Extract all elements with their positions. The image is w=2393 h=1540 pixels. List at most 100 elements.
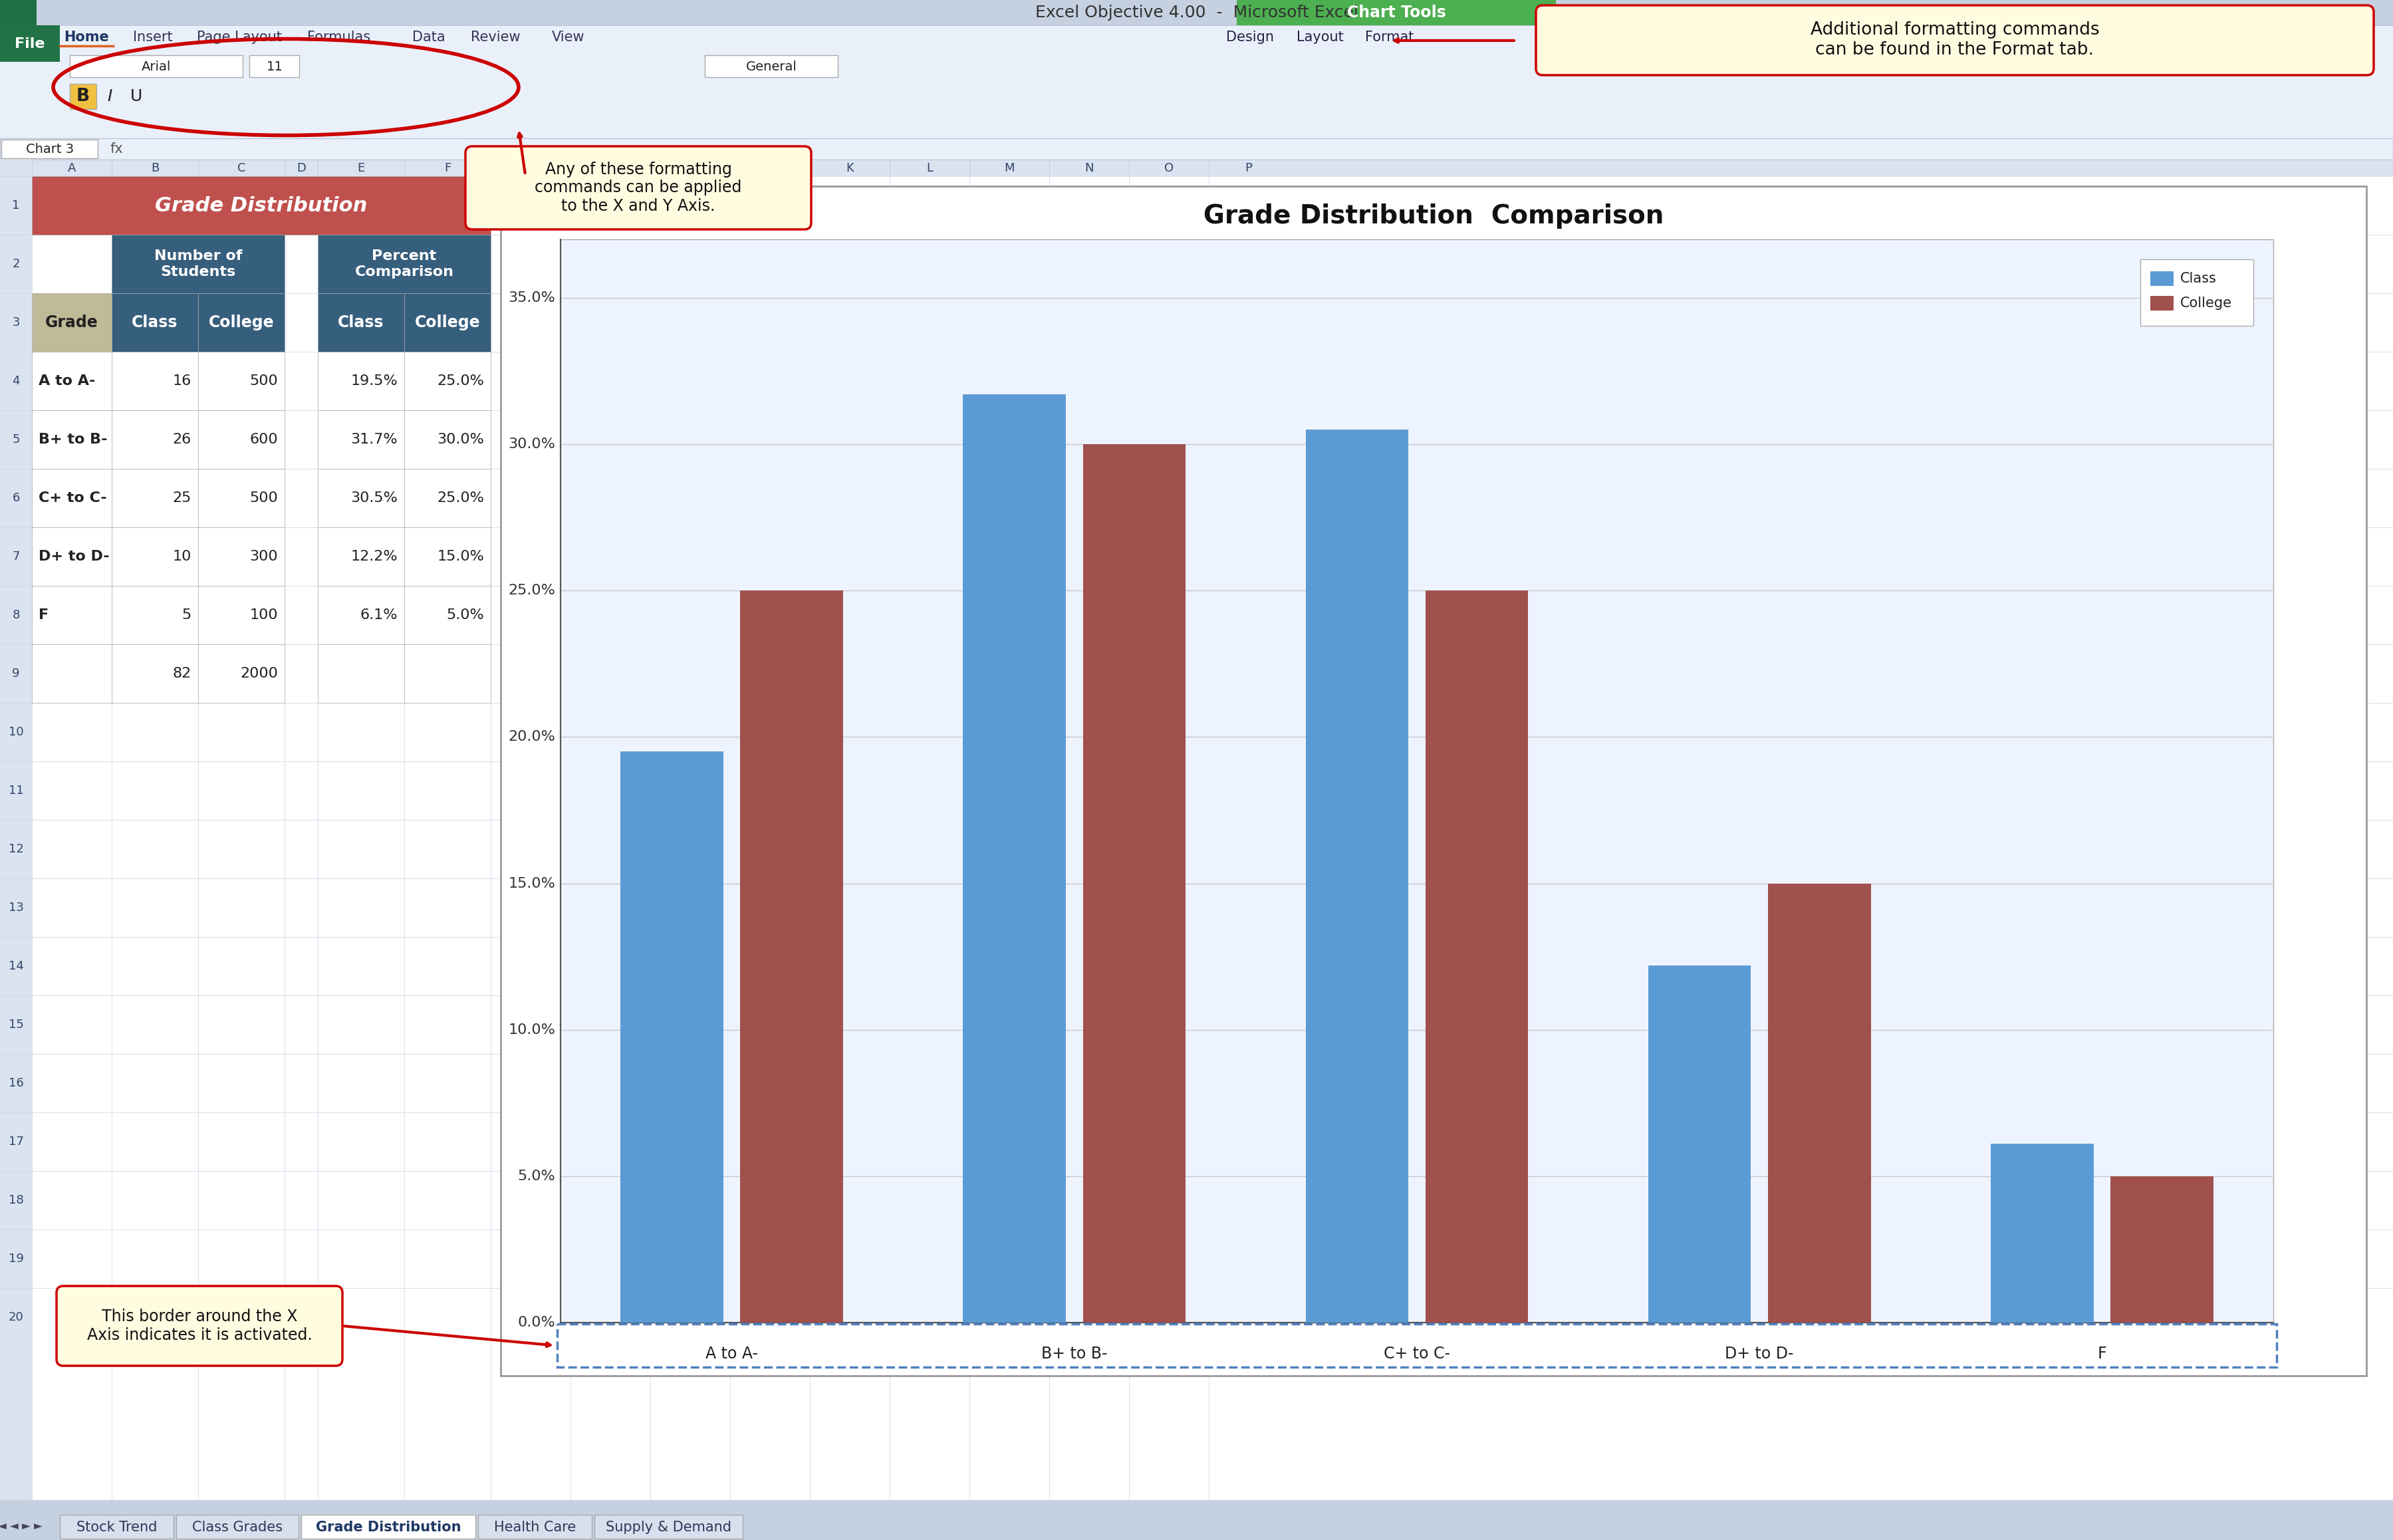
Text: A to A-: A to A- (38, 374, 96, 388)
Text: 30.0%: 30.0% (438, 433, 483, 447)
Text: B+ to B-: B+ to B- (1041, 1346, 1108, 1361)
Text: 26: 26 (172, 433, 191, 447)
Text: 5.0%: 5.0% (447, 608, 483, 622)
FancyBboxPatch shape (0, 176, 2393, 1512)
Text: L: L (926, 162, 933, 174)
FancyBboxPatch shape (199, 351, 285, 410)
Text: D+ to D-: D+ to D- (38, 550, 110, 564)
FancyBboxPatch shape (1307, 430, 1409, 1323)
Text: 10: 10 (172, 550, 191, 564)
FancyBboxPatch shape (0, 1500, 2393, 1512)
Text: 2: 2 (12, 259, 19, 269)
FancyBboxPatch shape (60, 1515, 175, 1538)
FancyBboxPatch shape (404, 351, 491, 410)
Text: 6: 6 (12, 493, 19, 504)
FancyBboxPatch shape (31, 351, 112, 410)
FancyBboxPatch shape (560, 239, 2273, 1323)
Text: 15: 15 (7, 1018, 24, 1030)
Text: 13: 13 (7, 901, 24, 913)
FancyBboxPatch shape (31, 410, 112, 468)
FancyBboxPatch shape (404, 527, 491, 585)
FancyBboxPatch shape (404, 644, 491, 702)
Text: 31.7%: 31.7% (352, 433, 397, 447)
Text: Data: Data (412, 31, 445, 43)
Text: Stock Trend: Stock Trend (77, 1520, 158, 1534)
FancyBboxPatch shape (57, 1286, 342, 1366)
Text: Chart Tools: Chart Tools (1347, 5, 1445, 20)
Text: Chart 3: Chart 3 (26, 143, 74, 156)
FancyBboxPatch shape (0, 25, 60, 62)
Text: View: View (553, 31, 584, 43)
Text: Excel Objective 4.00  -  Microsoft Excel: Excel Objective 4.00 - Microsoft Excel (1034, 5, 1359, 20)
FancyBboxPatch shape (1649, 966, 1752, 1323)
Text: A: A (67, 162, 77, 174)
FancyBboxPatch shape (112, 468, 199, 527)
Text: ◄ ◄ ► ►: ◄ ◄ ► ► (0, 1520, 43, 1532)
FancyBboxPatch shape (31, 468, 112, 527)
Text: Page Layout: Page Layout (196, 31, 282, 43)
Text: 500: 500 (249, 491, 278, 505)
Text: This border around the X
Axis indicates it is activated.: This border around the X Axis indicates … (86, 1309, 311, 1343)
FancyBboxPatch shape (2139, 259, 2254, 326)
Text: O: O (1165, 162, 1173, 174)
Text: 25.0%: 25.0% (438, 491, 483, 505)
Text: K: K (845, 162, 854, 174)
Text: File: File (14, 37, 45, 51)
Text: 10: 10 (10, 727, 24, 738)
FancyBboxPatch shape (1426, 591, 1529, 1323)
Text: 100: 100 (249, 608, 278, 622)
FancyBboxPatch shape (2, 140, 98, 159)
Text: Insert: Insert (134, 31, 172, 43)
Text: 12.2%: 12.2% (352, 550, 397, 564)
FancyBboxPatch shape (112, 351, 199, 410)
FancyBboxPatch shape (31, 527, 112, 585)
Text: 0.0%: 0.0% (517, 1315, 555, 1329)
FancyBboxPatch shape (962, 394, 1065, 1323)
Text: 5: 5 (12, 434, 19, 445)
Text: Arial: Arial (141, 60, 170, 72)
FancyBboxPatch shape (199, 585, 285, 644)
Text: B: B (151, 162, 158, 174)
Text: D+ to D-: D+ to D- (1725, 1346, 1795, 1361)
FancyBboxPatch shape (404, 293, 491, 351)
Text: 9: 9 (12, 668, 19, 679)
Text: 500: 500 (249, 374, 278, 388)
FancyBboxPatch shape (0, 160, 2393, 176)
FancyBboxPatch shape (0, 139, 2393, 160)
Text: 2000: 2000 (239, 667, 278, 681)
Text: 30.0%: 30.0% (507, 437, 555, 451)
Text: G: G (526, 162, 536, 174)
Text: 11: 11 (10, 784, 24, 796)
FancyBboxPatch shape (31, 176, 491, 234)
FancyBboxPatch shape (31, 644, 112, 702)
FancyBboxPatch shape (479, 1515, 591, 1538)
Text: U: U (129, 88, 141, 105)
Text: P: P (1244, 162, 1252, 174)
Text: 4: 4 (12, 376, 19, 387)
Text: Grade: Grade (45, 314, 98, 331)
Text: Class Grades: Class Grades (191, 1520, 282, 1534)
Text: 5: 5 (182, 608, 191, 622)
Text: M: M (1005, 162, 1015, 174)
FancyBboxPatch shape (31, 585, 112, 644)
Text: B+ to B-: B+ to B- (38, 433, 108, 447)
Text: Class: Class (132, 314, 177, 331)
Text: I: I (108, 88, 112, 105)
Text: D: D (297, 162, 306, 174)
Text: I: I (689, 162, 692, 174)
Text: 8: 8 (12, 610, 19, 621)
FancyBboxPatch shape (1991, 1144, 2094, 1323)
FancyBboxPatch shape (706, 55, 838, 77)
Text: Format: Format (1366, 31, 1414, 43)
Text: C+ to C-: C+ to C- (1383, 1346, 1450, 1361)
Text: 20: 20 (10, 1311, 24, 1323)
FancyBboxPatch shape (249, 55, 299, 77)
Text: Grade Distribution: Grade Distribution (156, 196, 369, 216)
Text: A to A-: A to A- (706, 1346, 759, 1361)
Text: 10.0%: 10.0% (507, 1023, 555, 1036)
Text: 35.0%: 35.0% (507, 291, 555, 305)
Text: Number of
Students: Number of Students (153, 249, 242, 279)
Text: 15.0%: 15.0% (438, 550, 483, 564)
Text: 16: 16 (10, 1076, 24, 1089)
Text: F: F (445, 162, 450, 174)
